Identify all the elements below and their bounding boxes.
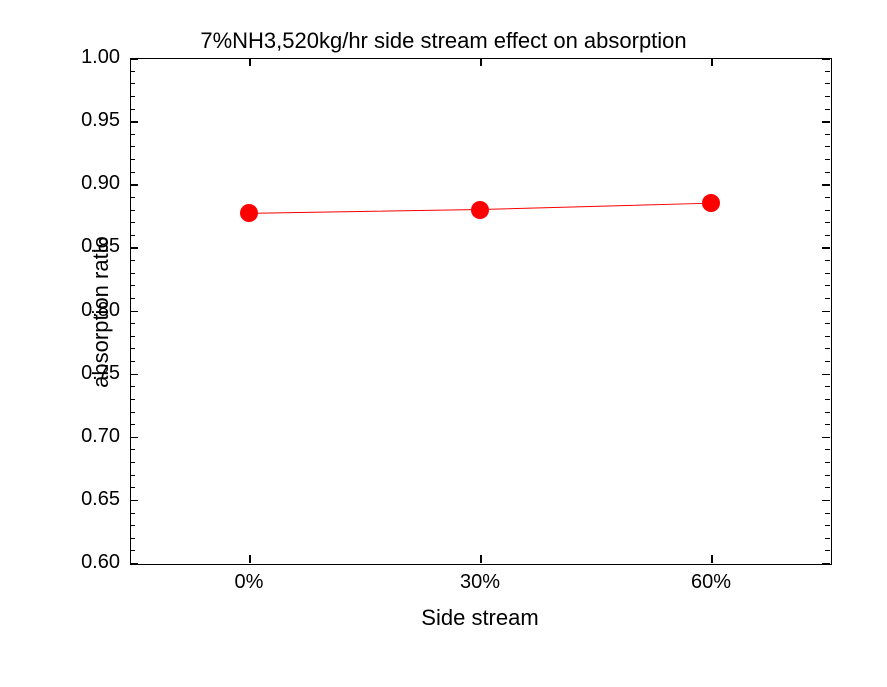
data-line-svg — [0, 0, 887, 687]
x-axis-label: Side stream — [130, 605, 830, 631]
chart-container: 7%NH3,520kg/hr side stream effect on abs… — [0, 0, 887, 687]
data-point — [240, 204, 258, 222]
y-axis-label: absorption ratio — [88, 236, 114, 388]
data-point — [702, 194, 720, 212]
data-point — [471, 201, 489, 219]
